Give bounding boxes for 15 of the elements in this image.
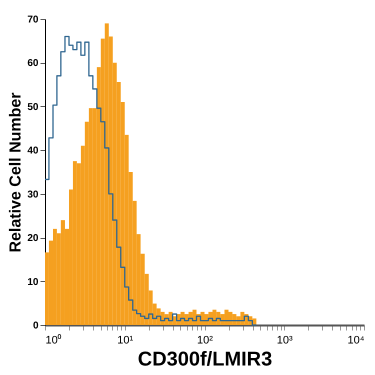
x-tick-label: 10¹ <box>117 334 134 346</box>
x-tick-label: 10² <box>197 334 214 346</box>
x-axis-title: CD300f/LMIR3 <box>138 348 272 370</box>
y-tick-label: 30 <box>27 189 39 200</box>
y-tick-label: 50 <box>27 102 39 113</box>
y-tick-label: 0 <box>32 320 39 332</box>
y-tick-label: 20 <box>27 233 39 244</box>
y-tick-label: 10 <box>27 276 39 288</box>
y-tick-label: 70 <box>27 14 39 26</box>
x-tick-label: 10³ <box>276 334 294 346</box>
y-tick-label: 60 <box>27 58 39 70</box>
y-axis-title: Relative Cell Number <box>7 92 24 253</box>
y-tick-label: 40 <box>27 146 39 157</box>
x-tick-label: 10⁰ <box>46 334 62 346</box>
x-tick-label: 10⁴ <box>348 334 365 346</box>
